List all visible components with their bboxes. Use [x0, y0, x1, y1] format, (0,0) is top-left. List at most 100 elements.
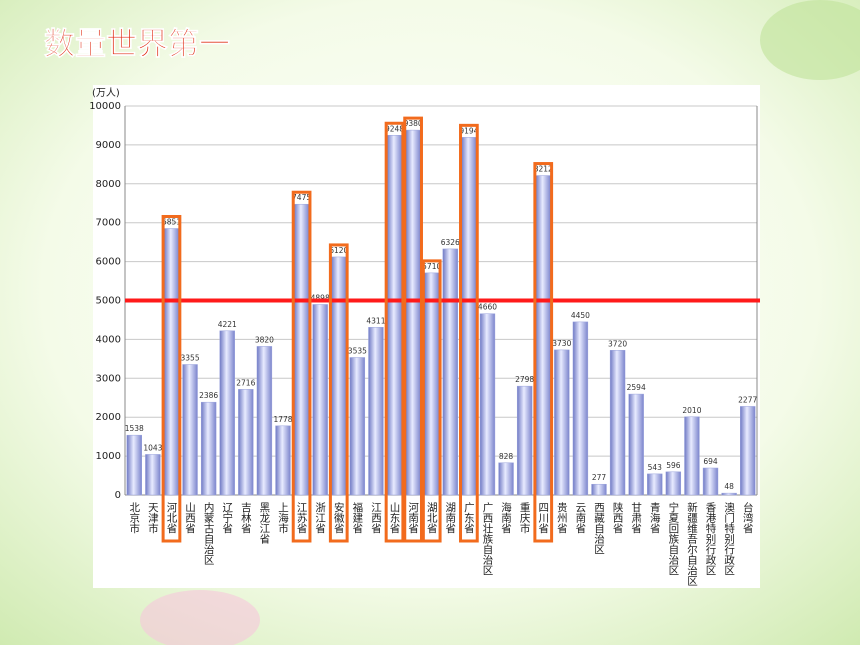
x-tick-label: 江西省 — [370, 502, 382, 534]
value-label: 6326 — [441, 238, 460, 247]
highlight-box — [161, 214, 182, 543]
bar — [516, 385, 533, 496]
x-tick-label: 辽宁省 — [221, 502, 233, 534]
value-label: 4660 — [478, 303, 497, 312]
value-label: 3820 — [255, 335, 274, 344]
slide-title: 数量世界第一 — [44, 27, 230, 63]
x-tick-label: 安徽省 — [333, 501, 345, 534]
y-tick-label: 4000 — [96, 334, 121, 345]
x-tick-label: 上海市 — [277, 502, 289, 534]
bar — [256, 346, 273, 496]
x-tick-label: 甘肃省 — [630, 501, 642, 534]
y-tick-label: 10000 — [89, 101, 121, 112]
x-tick-label: 海南省 — [500, 501, 512, 534]
value-label: 277 — [592, 473, 607, 482]
x-tick-label: 四川省 — [537, 502, 549, 534]
value-label: 1538 — [125, 424, 144, 433]
value-label: 3720 — [608, 339, 627, 348]
x-tick-label: 新疆维吾尔自治区 — [686, 501, 698, 586]
highlight-box — [384, 121, 405, 543]
bar — [238, 389, 254, 496]
bar — [572, 321, 589, 496]
value-label: 4898 — [311, 293, 330, 302]
bar — [368, 327, 384, 496]
bar — [684, 416, 700, 496]
bar — [219, 330, 235, 496]
value-label: 1778 — [273, 415, 292, 424]
highlight-box — [291, 190, 312, 543]
y-tick-label: 9000 — [96, 140, 121, 151]
x-tick-label: 河北省 — [165, 502, 177, 534]
x-tick-label: 江苏省 — [296, 502, 308, 534]
bar — [554, 349, 570, 496]
bar — [535, 175, 551, 496]
value-label: 4221 — [218, 320, 237, 329]
x-tick-label: 湖北省 — [426, 502, 438, 534]
value-label: 3535 — [348, 346, 367, 355]
y-tick-label: 2000 — [96, 412, 121, 423]
x-tick-label: 青海省 — [649, 501, 661, 534]
y-tick-label: 5000 — [96, 296, 121, 307]
value-label: 48 — [724, 482, 734, 491]
bar — [145, 454, 161, 496]
value-label: 828 — [499, 452, 514, 461]
x-tick-label: 重庆市 — [519, 501, 531, 534]
x-tick-label: 香港特别行政区 — [705, 502, 717, 576]
decoration — [760, 0, 860, 80]
value-label: 4311 — [366, 316, 385, 325]
x-tick-label: 贵州省 — [556, 501, 568, 534]
bar — [461, 137, 477, 496]
value-label: 2386 — [199, 391, 218, 400]
highlight-box — [421, 259, 442, 543]
highlight-box — [328, 243, 349, 543]
x-tick-label: 西藏自治区 — [593, 502, 605, 555]
bar — [312, 304, 328, 496]
x-tick-label: 广东省 — [463, 502, 475, 534]
y-tick-label: 0 — [115, 490, 121, 501]
highlight-box — [533, 162, 554, 543]
value-label: 2277 — [738, 395, 757, 404]
x-tick-label: 黑龙江省 — [258, 502, 270, 545]
value-label: 694 — [703, 457, 718, 466]
y-tick-label: 1000 — [96, 451, 121, 462]
bar — [498, 462, 514, 496]
value-label: 543 — [648, 463, 663, 472]
x-tick-label: 福建省 — [351, 501, 363, 534]
value-label: 3355 — [181, 353, 200, 362]
x-tick-label: 宁夏回族自治区 — [667, 501, 679, 575]
value-label: 2010 — [682, 406, 701, 415]
highlight-box — [403, 116, 423, 543]
highlight-box — [459, 123, 479, 543]
x-tick-label: 内蒙古自治区 — [203, 501, 215, 565]
y-tick-label: 3000 — [96, 373, 121, 384]
bar — [126, 434, 142, 496]
bar — [182, 364, 198, 496]
x-tick-label: 河南省 — [407, 502, 419, 534]
bar — [293, 203, 310, 496]
value-label: 2594 — [627, 383, 646, 392]
value-label: 9248 — [385, 124, 404, 133]
bar — [479, 313, 496, 496]
x-tick-label: 浙江省 — [314, 502, 326, 534]
bar — [591, 483, 607, 496]
y-tick-label: 8000 — [96, 179, 121, 190]
value-label: 9380 — [404, 119, 423, 128]
value-label: 9194 — [459, 126, 478, 135]
value-label: 2798 — [515, 375, 534, 384]
bar — [331, 256, 347, 496]
value-label: 8212 — [534, 165, 553, 174]
bar — [200, 401, 217, 496]
value-label: 2716 — [236, 378, 255, 387]
x-tick-label: 山西省 — [184, 502, 196, 534]
bar — [163, 228, 180, 496]
bar — [665, 471, 682, 496]
x-tick-label: 山东省 — [389, 502, 401, 534]
x-tick-label: 北京市 — [128, 502, 140, 534]
value-label: 1043 — [143, 443, 162, 452]
bar — [702, 467, 719, 496]
value-label: 596 — [666, 461, 681, 470]
x-tick-label: 台湾省 — [742, 501, 754, 534]
bar — [405, 129, 421, 496]
value-label: 3730 — [552, 339, 571, 348]
